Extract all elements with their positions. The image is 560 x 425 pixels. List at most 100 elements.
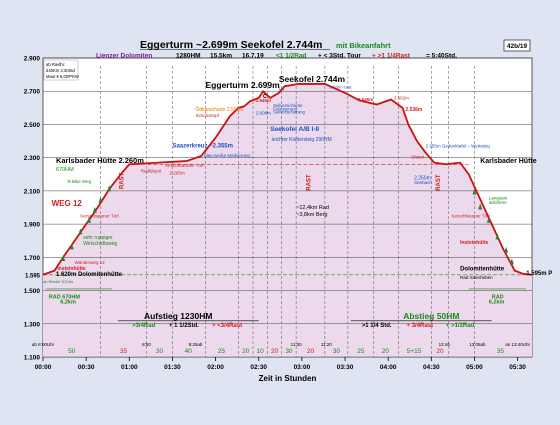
annotation-label: Karlsbader Hütte 2.260m (56, 156, 144, 165)
segment-time: 9:25ab (189, 342, 203, 347)
annotation-label: Wirtschaftsweg (83, 241, 117, 247)
x-tick-label: 00:30 (78, 364, 95, 371)
annotation-label: Wanderweg 12 (75, 260, 106, 265)
tree-icon (78, 228, 83, 235)
segment-time: 12:46 (439, 342, 451, 347)
rast-label: RAST (120, 172, 126, 189)
x-tick-label: 04:00 (380, 364, 397, 371)
segment-time: an 13:40Uhr (505, 342, 530, 347)
abstieg-title: Abstieg 50HM (403, 311, 459, 321)
abstieg-time: >1 1/4 Std. (362, 323, 392, 329)
abstieg-rast: + 3/4Rast (407, 323, 434, 329)
annotation-label: leichter Klettersteig 290HM (272, 137, 332, 143)
annotation-label: Insteinhütte (460, 240, 489, 246)
x-tick-label: 02:00 (207, 364, 224, 371)
segment-minutes: 5+15 (407, 348, 422, 355)
tree-icon (504, 246, 509, 253)
annotation-label: Karlsbader Hütte (480, 158, 537, 165)
y-tick-label: 2.700 (24, 89, 41, 96)
annotation-label: 2.720m Grat (329, 85, 352, 90)
info-rast: + >1 1/4Rast (372, 53, 411, 60)
annotation-label: Radldepot (141, 169, 162, 174)
aufstieg-bike: >3/4Rad (132, 323, 156, 329)
annotation-label: 2.250m (414, 175, 431, 181)
annotation-label: ~3,8km Berg (296, 212, 327, 218)
y-tick-label: 1.500 (24, 288, 41, 295)
y-tick-label: 2.500 (24, 122, 41, 129)
tree-icon (509, 258, 514, 265)
annotation-label: R.Bike Weg (67, 179, 91, 184)
y-tick-label: 1.900 (24, 222, 41, 229)
tree-icon (472, 188, 477, 195)
annotation-label: Rad rüberheben (460, 275, 493, 280)
y-tick-label-extra: 1.595 (25, 273, 41, 279)
segment-minutes: 25 (357, 348, 365, 355)
segment-time: 8:50 (142, 342, 151, 347)
segment-minutes: 20 (382, 348, 390, 355)
x-tick-label: 01:00 (121, 364, 138, 371)
segment-minutes: 35 (120, 348, 128, 355)
annotation-label: ~12,4km Rad (296, 205, 329, 211)
annotation-label: sehr ruppiger (83, 235, 113, 241)
y-tick-label: 2.300 (24, 155, 41, 162)
annotation-label: Insteinhütte (57, 266, 86, 272)
abstieg-bike: + >1/2Rad (446, 323, 475, 329)
left-summary-km: 6,2km (60, 300, 76, 306)
segment-time: ab 8:00Uhr (32, 342, 55, 347)
info-box-line: Maut € 8,00/PKW (46, 74, 79, 79)
badge-box (503, 39, 531, 52)
annotation-label: WEG 12 (52, 199, 83, 208)
segment-minutes: 30 (333, 348, 341, 355)
annotation-label: Sfelort (411, 154, 425, 159)
tree-icon (69, 243, 74, 250)
annotation-label: ab Riedhi 1013m (43, 279, 74, 284)
annotation-label: blau-weiße Markierung (204, 153, 250, 158)
y-tick-label: 1.700 (24, 255, 41, 262)
annotation-label: Seekofel A/B I-II (270, 126, 319, 133)
x-tick-label: 03:00 (294, 364, 311, 371)
y-tick-label: 1.100 (24, 355, 41, 362)
info-bike: <1 1/2Rad (276, 53, 307, 60)
annotation-label: abfahren (489, 200, 507, 205)
segment-minutes: 20 (271, 348, 279, 355)
annotation-label: 2.285m (170, 170, 185, 175)
tree-icon (495, 233, 500, 240)
annotation-label: I-II (279, 86, 284, 91)
annotation-label: Langsam (489, 196, 508, 201)
annotation-label: Eggerturm 2.699m (206, 80, 281, 90)
profile-line (42, 83, 533, 276)
segment-minutes: 20 (242, 348, 250, 355)
segment-minutes: 50 (68, 348, 76, 355)
annotation-label: Saazerkreuz ~2.355m (172, 144, 233, 150)
x-tick-label: 01:30 (164, 364, 181, 371)
annotation-label: Dolomitenhütte (460, 267, 505, 273)
rast-label: RAST (436, 174, 442, 191)
info-box-line: ab Riedhi: (46, 62, 65, 67)
info-box (43, 59, 79, 81)
annotation-label: ~2.645m (253, 98, 271, 103)
annotation-label: Kerschbaumer Törl (165, 163, 203, 168)
right-summary-label: RAD (492, 295, 504, 301)
tree-icon (478, 203, 483, 210)
profile-area (43, 83, 532, 357)
y-tick-label: 1.300 (24, 321, 41, 328)
tree-icon (107, 185, 112, 192)
segment-time: 11:20 (321, 342, 332, 347)
annotation-label: C (263, 94, 267, 100)
aufstieg-time: + 1 1/2Std. (169, 323, 199, 329)
segment-minutes: 35 (497, 348, 505, 355)
rast-label: RAST (307, 174, 313, 191)
annotation-label: Felsquerung (273, 106, 297, 111)
annotation-label: 2.355m Gedenktafel – Wettsteig (426, 144, 491, 149)
info-box-line: 545Km 3:30Std (46, 68, 76, 73)
x-tick-label: 00:00 (35, 364, 52, 371)
segment-minutes: 20 (307, 348, 315, 355)
segment-minutes: 30 (156, 348, 164, 355)
tree-icon (98, 196, 103, 203)
left-summary-label: RAD 670HM (49, 295, 81, 301)
segment-minutes: 30 (285, 348, 293, 355)
aufstieg-title: Aufstieg 1230HM (144, 311, 213, 321)
tree-icon (87, 216, 92, 223)
annotation-label: Seilversicherter (273, 103, 303, 108)
